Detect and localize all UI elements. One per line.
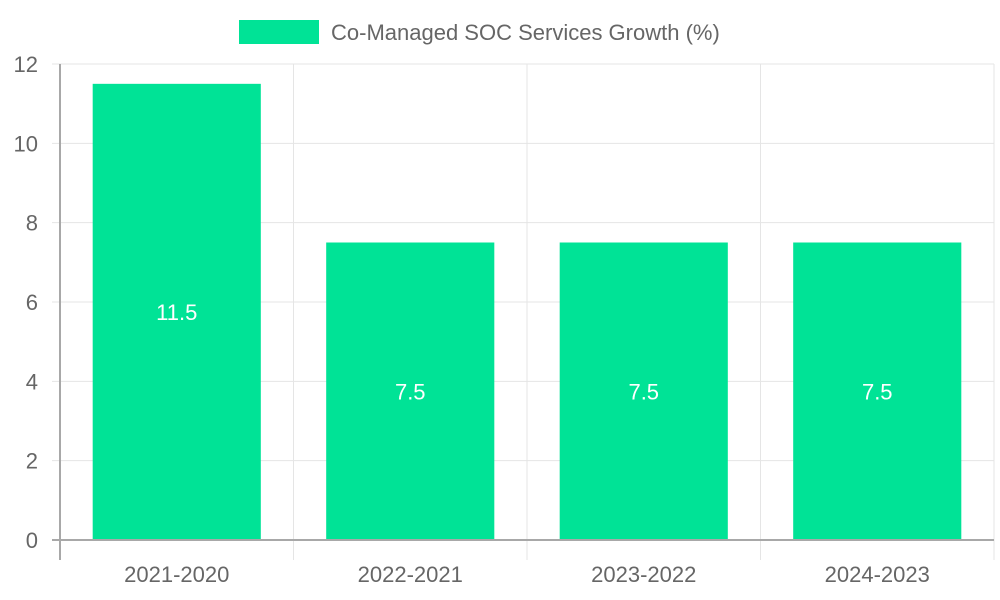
- axes: [52, 64, 994, 560]
- data-label: 11.5: [156, 300, 197, 325]
- bar[interactable]: [92, 83, 261, 540]
- x-tick-label: 2023-2022: [591, 562, 696, 587]
- y-tick-label: 12: [14, 52, 38, 77]
- y-tick-label: 10: [14, 131, 38, 156]
- legend-swatch[interactable]: [239, 20, 319, 44]
- bar[interactable]: [326, 242, 495, 541]
- y-tick-label: 0: [26, 528, 38, 553]
- bars: [92, 83, 962, 541]
- x-tick-label: 2021-2020: [124, 562, 229, 587]
- legend-label[interactable]: Co-Managed SOC Services Growth (%): [331, 20, 720, 45]
- y-tick-label: 6: [26, 290, 38, 315]
- bar[interactable]: [559, 242, 728, 541]
- x-tick-label: 2024-2023: [825, 562, 930, 587]
- data-label: 7.5: [395, 379, 426, 404]
- y-tick-label: 8: [26, 211, 38, 236]
- bar[interactable]: [793, 242, 962, 541]
- labels: 0 2 4 6 8 10 12 11.5 2021-2020 7.5 2022-2021 7.5 202…: [14, 52, 930, 587]
- x-tick-label: 2022-2021: [358, 562, 463, 587]
- data-label: 7.5: [628, 379, 659, 404]
- data-label: 7.5: [862, 379, 893, 404]
- y-tick-label: 4: [26, 369, 38, 394]
- legend[interactable]: Co-Managed SOC Services Growth (%): [239, 20, 720, 45]
- y-tick-label: 2: [26, 449, 38, 474]
